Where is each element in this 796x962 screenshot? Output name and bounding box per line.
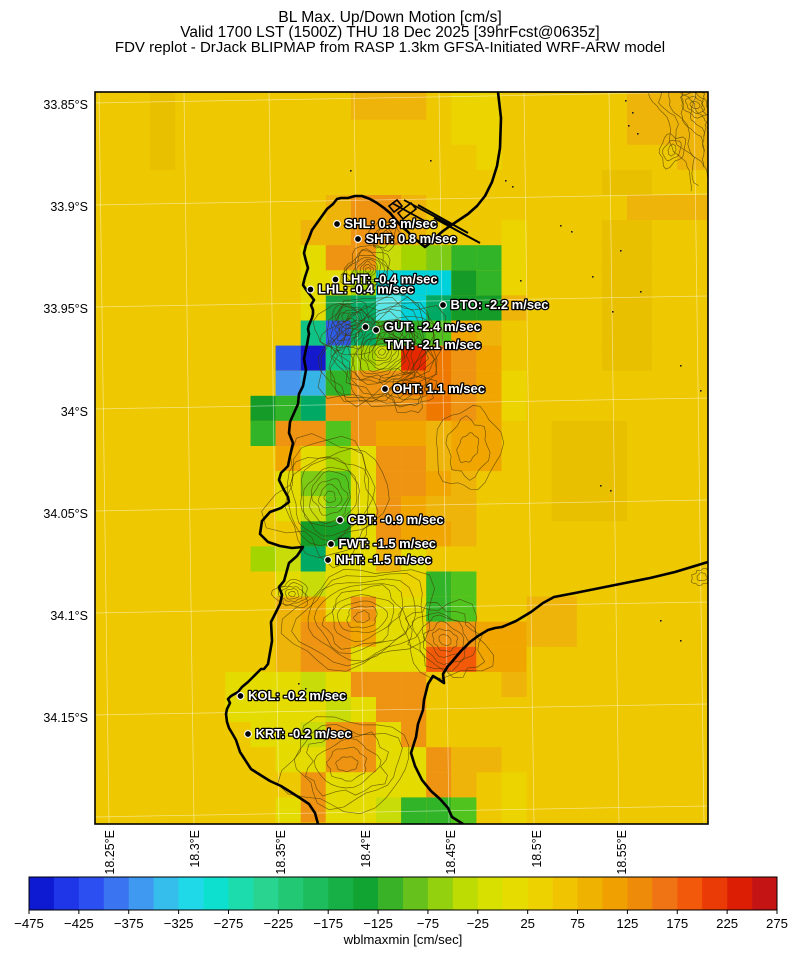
svg-text:OHT: 1.1 m/sec: OHT: 1.1 m/sec	[393, 381, 486, 396]
svg-text:Valid 1700 LST (1500Z) THU 18: Valid 1700 LST (1500Z) THU 18 Dec 2025 […	[180, 24, 599, 41]
svg-text:175: 175	[666, 916, 688, 931]
svg-text:SHL: 0.3 m/sec: SHL: 0.3 m/sec	[345, 216, 438, 231]
svg-text:BTO: -2.2 m/sec: BTO: -2.2 m/sec	[451, 297, 549, 312]
svg-text:−75: −75	[417, 916, 439, 931]
svg-text:−325: −325	[164, 916, 194, 931]
svg-text:−225: −225	[263, 916, 293, 931]
svg-text:18.5°E: 18.5°E	[530, 830, 544, 868]
svg-text:LHT: -0.4 m/sec: LHT: -0.4 m/sec	[343, 272, 438, 287]
svg-text:25: 25	[520, 916, 535, 931]
svg-text:FDV replot - DrJack BLIPMAP fr: FDV replot - DrJack BLIPMAP from RASP 1.…	[115, 39, 665, 56]
svg-text:−425: −425	[64, 916, 94, 931]
svg-text:wblmaxmin [cm/sec]: wblmaxmin [cm/sec]	[343, 932, 463, 947]
svg-text:225: 225	[716, 916, 738, 931]
svg-text:34.05°S: 34.05°S	[43, 507, 88, 521]
svg-text:18.55°E: 18.55°E	[615, 830, 629, 875]
svg-text:−475: −475	[14, 916, 44, 931]
svg-text:−275: −275	[214, 916, 244, 931]
svg-text:KOL: -0.2 m/sec: KOL: -0.2 m/sec	[248, 688, 346, 703]
svg-text:KRT: -0.2 m/sec: KRT: -0.2 m/sec	[256, 726, 352, 741]
svg-text:18.35°E: 18.35°E	[274, 830, 288, 875]
svg-text:18.4°E: 18.4°E	[359, 830, 373, 868]
svg-text:18.3°E: 18.3°E	[188, 830, 202, 868]
svg-text:−375: −375	[114, 916, 144, 931]
svg-text:33.9°S: 33.9°S	[50, 200, 88, 214]
svg-text:33.85°S: 33.85°S	[43, 98, 88, 112]
svg-text:34°S: 34°S	[61, 405, 88, 419]
svg-text:125: 125	[616, 916, 638, 931]
svg-text:−125: −125	[363, 916, 393, 931]
svg-text:TMT: -2.1 m/sec: TMT: -2.1 m/sec	[385, 337, 481, 352]
svg-text:LHL: -0.4 m/sec: LHL: -0.4 m/sec	[318, 282, 414, 297]
svg-text:75: 75	[570, 916, 585, 931]
svg-text:34.15°S: 34.15°S	[43, 711, 88, 725]
svg-text:18.45°E: 18.45°E	[444, 830, 458, 875]
svg-text:−25: −25	[467, 916, 489, 931]
svg-text:FWT: -1.5 m/sec: FWT: -1.5 m/sec	[339, 536, 437, 551]
svg-text:BL Max. Up/Down Motion [cm/s]: BL Max. Up/Down Motion [cm/s]	[278, 9, 501, 26]
svg-text:SHT: 0.8 m/sec: SHT: 0.8 m/sec	[366, 231, 457, 246]
svg-text:GUT: -2.4 m/sec: GUT: -2.4 m/sec	[384, 319, 481, 334]
svg-text:−175: −175	[313, 916, 343, 931]
svg-text:CBT: -0.9 m/sec: CBT: -0.9 m/sec	[348, 512, 444, 527]
svg-text:18.25°E: 18.25°E	[103, 830, 117, 875]
svg-text:NHT: -1.5 m/sec: NHT: -1.5 m/sec	[336, 552, 432, 567]
svg-text:275: 275	[766, 916, 788, 931]
svg-text:34.1°S: 34.1°S	[50, 609, 88, 623]
svg-text:33.95°S: 33.95°S	[43, 302, 88, 316]
